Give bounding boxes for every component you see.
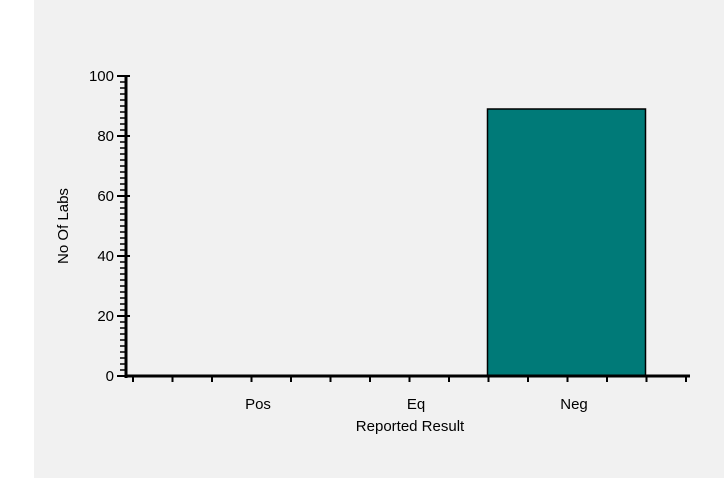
y-tick-label: 0 (106, 368, 114, 385)
x-axis-title: Reported Result (356, 418, 465, 435)
bars-layer (486, 108, 647, 377)
y-tick-label: 20 (97, 308, 114, 325)
x-tick-label-eq: Eq (407, 396, 425, 413)
x-tick-labels: Pos Eq Neg (245, 396, 588, 413)
x-tick-label-pos: Pos (245, 396, 271, 413)
x-tick-label-neg: Neg (560, 396, 588, 413)
y-tick-labels: 0 20 40 60 80 100 (89, 68, 114, 385)
y-tick-label: 40 (97, 248, 114, 265)
bar-neg (486, 108, 647, 377)
y-tick-label: 60 (97, 188, 114, 205)
y-major-ticks (117, 75, 130, 377)
y-axis-title: No Of Labs (55, 188, 72, 264)
y-tick-label: 80 (97, 128, 114, 145)
y-tick-label: 100 (89, 68, 114, 85)
